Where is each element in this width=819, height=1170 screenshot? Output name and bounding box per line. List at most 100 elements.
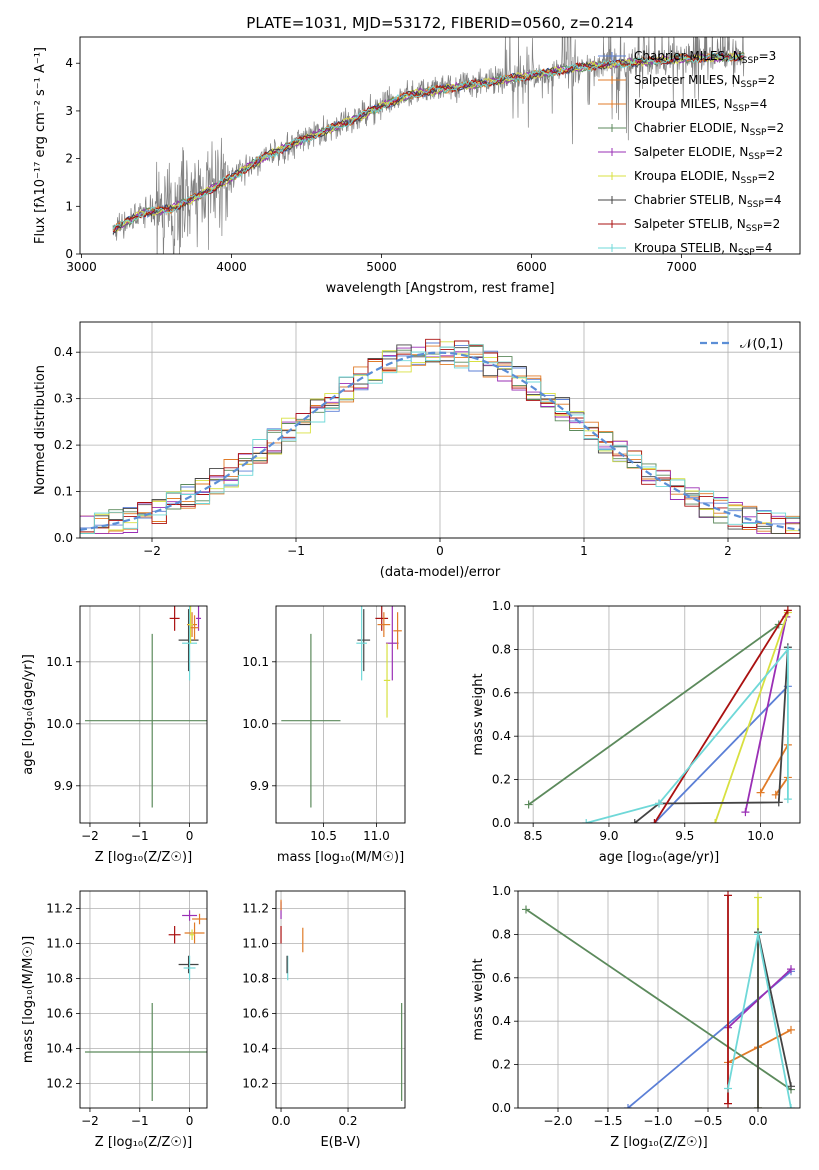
x-tick-label: 0.2 <box>338 1114 357 1128</box>
plot-area <box>281 606 402 808</box>
y-tick-label: 0.0 <box>492 816 511 830</box>
axes-frame <box>275 890 406 1109</box>
weight-point <box>741 808 750 817</box>
weight-point <box>724 1099 732 1108</box>
x-axis-label: age [log₁₀(age/yr)] <box>599 850 720 865</box>
weight-point <box>655 799 663 808</box>
y-tick-label: 10.4 <box>242 1042 269 1056</box>
x-tick-label: 5000 <box>366 260 397 274</box>
y-tick-label: 10.8 <box>46 972 73 986</box>
figure-title: PLATE=1031, MJD=53172, FIBERID=0560, z=0… <box>246 14 633 32</box>
y-axis-label: mass [log₁₀(M/M☉)] <box>21 936 36 1063</box>
x-tick-label: −2 <box>81 1114 99 1128</box>
x-axis-label: wavelength [Angstrom, rest frame] <box>326 281 555 296</box>
weight-point <box>783 795 792 804</box>
y-tick-label: 0.3 <box>54 392 73 406</box>
legend-value: =4 <box>764 193 782 207</box>
weight-line-4 <box>744 616 788 813</box>
weight-point <box>524 800 533 809</box>
weight-point <box>774 798 783 807</box>
legend-subscript: SSP <box>741 176 758 186</box>
y-tick-label: 10.0 <box>242 717 269 731</box>
model-spectrum-8 <box>112 52 745 230</box>
x-axis-label: Z [log₁₀(Z/Z☉)] <box>610 1135 707 1150</box>
weight-line-4 <box>727 968 792 1029</box>
x-tick-label: 0 <box>186 1114 194 1128</box>
plot-area <box>280 899 403 1101</box>
model-spectrum-6 <box>112 51 745 235</box>
y-tick-label: 1 <box>65 199 73 213</box>
legend-subscript: SSP <box>742 56 759 66</box>
x-axis-label: E(B-V) <box>320 1135 360 1150</box>
legend-subscript: SSP <box>747 200 764 210</box>
x-tick-label: 7000 <box>666 260 697 274</box>
weight-point <box>787 1082 795 1091</box>
weight-point <box>754 1104 762 1108</box>
weight-point <box>754 893 762 902</box>
legend-label: Salpeter ELODIE, NSSP=2 <box>634 145 783 162</box>
weight-point <box>787 1025 795 1034</box>
x-tick-label: 4000 <box>216 260 247 274</box>
x-tick-label: −1.0 <box>643 1114 672 1128</box>
y-tick-label: 0.0 <box>492 1101 511 1115</box>
y-tick-label: 2 <box>65 152 73 166</box>
y-tick-label: 10.0 <box>46 717 73 731</box>
y-tick-label: 0.0 <box>54 531 73 545</box>
weight-line-2 <box>774 776 789 796</box>
y-tick-label: 0.2 <box>492 1058 511 1072</box>
y-axis-label: Normed distribution <box>33 365 48 495</box>
legend-value: =4 <box>755 241 773 255</box>
plot-area <box>80 338 800 534</box>
panel-mass_vs_ebv: 0.0 0.2 10.2 10.4 10.6 10.8 11.0 11.2 E(B-V) <box>242 890 406 1150</box>
panel-age_vs_z: −2 −1 0 9.9 10.0 10.1 Z [log₁₀(Z/Z☉)] age [log₁… <box>21 605 208 865</box>
weight-point <box>783 645 792 654</box>
legend-value: =2 <box>757 169 775 183</box>
legend-label: Kroupa MILES, NSSP=4 <box>634 97 767 114</box>
axes-frame <box>79 890 208 1109</box>
x-axis-label: Z [log₁₀(Z/Z☉)] <box>95 1135 192 1150</box>
x-tick-label: −0.5 <box>693 1114 722 1128</box>
legend-subscript: SSP <box>738 248 755 258</box>
y-tick-label: 10.2 <box>242 1077 269 1091</box>
axes-frame <box>517 890 801 1109</box>
y-tick-label: 0.1 <box>54 485 73 499</box>
legend-value: =3 <box>759 49 777 63</box>
weight-point <box>650 819 659 823</box>
axes-frame <box>79 36 801 255</box>
normal-curve <box>80 351 800 531</box>
x-tick-label: 3000 <box>66 260 97 274</box>
weight-point <box>522 905 530 914</box>
weight-point <box>582 819 591 823</box>
y-axis-label: age [log₁₀(age/yr)] <box>21 654 36 775</box>
x-tick-label: −2.0 <box>543 1114 572 1128</box>
x-axis-label: (data-model)/error <box>380 565 501 580</box>
y-tick-label: 1.0 <box>492 884 511 898</box>
y-tick-label: 11.2 <box>242 902 269 916</box>
x-tick-label: 0 <box>436 544 444 558</box>
y-tick-label: 0.8 <box>492 927 511 941</box>
y-tick-label: 10.6 <box>242 1007 269 1021</box>
y-tick-label: 9.9 <box>250 779 269 793</box>
x-tick-label: −1.5 <box>593 1114 622 1128</box>
legend-subscript: SSP <box>746 224 763 234</box>
x-tick-label: −1 <box>287 544 305 558</box>
y-tick-label: 11.0 <box>46 937 73 951</box>
weight-line-8 <box>585 646 789 823</box>
y-tick-label: 10.1 <box>242 655 269 669</box>
legend-value: =2 <box>765 145 783 159</box>
x-tick-label: 0.0 <box>271 1114 290 1128</box>
legend-label: Kroupa ELODIE, NSSP=2 <box>634 169 775 186</box>
legend-value: =4 <box>750 97 768 111</box>
histogram-6 <box>80 344 800 534</box>
weight-point <box>783 606 792 615</box>
histogram-8 <box>80 344 800 534</box>
y-tick-label: 10.8 <box>242 972 269 986</box>
legend-label: Chabrier ELODIE, NSSP=2 <box>634 121 784 138</box>
y-tick-label: 9.9 <box>54 779 73 793</box>
x-tick-label: 0.0 <box>748 1114 767 1128</box>
weight-line-6 <box>634 647 789 823</box>
legend-label: Salpeter STELIB, NSSP=2 <box>634 217 780 234</box>
x-tick-label: 9.5 <box>675 829 694 843</box>
y-tick-label: 10.6 <box>46 1007 73 1021</box>
plot-area <box>524 606 792 823</box>
